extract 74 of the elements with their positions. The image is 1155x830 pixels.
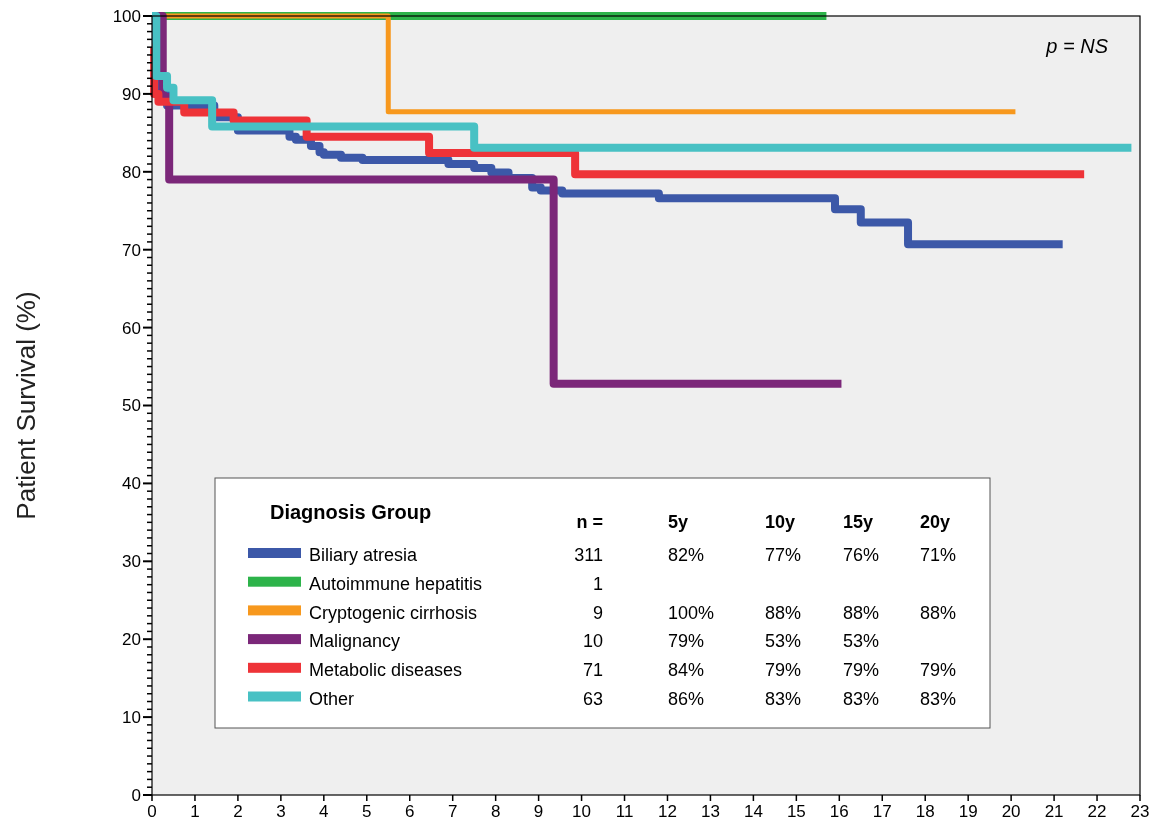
annotation: 83%: [765, 688, 802, 709]
x-tick-label: 23: [1130, 802, 1150, 821]
legend-title: Diagnosis Group: [270, 501, 432, 523]
x-tick-label: 2: [233, 802, 243, 821]
annotation: 71%: [920, 545, 957, 566]
annotation: 53%: [765, 631, 802, 652]
annotation: 79%: [920, 660, 957, 681]
annotation: 311: [574, 545, 603, 566]
annotation: 82%: [668, 545, 705, 566]
annotation: p = NS: [1045, 35, 1109, 57]
x-tick-label: 21: [1044, 802, 1064, 821]
annotation: 88%: [843, 602, 880, 623]
annotation: 88%: [765, 602, 802, 623]
x-tick-label: 12: [658, 802, 677, 821]
x-tick-label: 13: [700, 802, 720, 821]
x-tick-label: 14: [743, 802, 763, 821]
annotation: 79%: [668, 631, 705, 652]
annotation: n =: [576, 512, 603, 532]
y-tick-label: 60: [122, 318, 141, 338]
y-tick-label: 50: [122, 396, 141, 416]
annotation: 100%: [668, 602, 715, 623]
x-tick-label: 15: [786, 802, 806, 821]
y-tick-label: 70: [122, 240, 141, 260]
annotation: 76%: [843, 545, 880, 566]
legend-label: Other: [309, 688, 355, 709]
annotation: 79%: [765, 660, 802, 681]
annotation: 88%: [920, 602, 957, 623]
y-tick-label: 90: [122, 84, 141, 104]
annotation: 63: [582, 688, 603, 709]
x-tick-label: 19: [958, 802, 978, 821]
annotation: 79%: [843, 660, 880, 681]
y-tick-label: 40: [122, 474, 141, 494]
annotation: 5y: [668, 512, 689, 532]
annotation: 77%: [765, 545, 802, 566]
x-tick-label: 20: [1001, 802, 1021, 821]
x-tick-label: 18: [915, 802, 935, 821]
y-tick-label: 20: [122, 630, 141, 650]
annotation: 20y: [920, 512, 951, 532]
x-tick-label: 17: [872, 802, 892, 821]
x-tick-label: 0: [147, 802, 157, 821]
annotation: 53%: [843, 631, 880, 652]
x-tick-label: 4: [319, 802, 329, 821]
x-tick-label: 22: [1087, 802, 1107, 821]
annotation: 83%: [920, 688, 957, 709]
y-tick-label: 100: [112, 6, 141, 26]
annotation: 10y: [765, 512, 796, 532]
legend-label: Autoimmune hepatitis: [309, 574, 483, 594]
y-tick-label: 80: [122, 162, 141, 182]
annotation: 83%: [843, 688, 880, 709]
y-tick-label: 30: [122, 552, 141, 572]
legend-label: Malignancy: [309, 631, 401, 652]
x-tick-label: 10: [572, 802, 592, 821]
x-tick-label: 1: [190, 802, 200, 821]
annotation: 84%: [668, 660, 705, 681]
x-tick-label: 16: [829, 802, 849, 821]
annotation: 15y: [843, 512, 874, 532]
x-tick-label: 8: [490, 802, 501, 821]
x-tick-label: 6: [405, 802, 415, 821]
legend-label: Cryptogenic cirrhosis: [309, 602, 478, 623]
x-tick-label: 5: [362, 802, 372, 821]
annotation: 71: [582, 660, 603, 681]
x-tick-label: 11: [615, 802, 634, 821]
y-axis-title: Patient Survival (%): [11, 291, 41, 520]
annotation: 10: [582, 631, 603, 652]
x-tick-label: 7: [447, 802, 458, 821]
annotation: 1: [592, 574, 603, 594]
y-tick-label: 10: [122, 708, 141, 728]
x-tick-label: 3: [276, 802, 286, 821]
legend-label: Metabolic diseases: [309, 660, 463, 681]
x-tick-label: 9: [533, 802, 544, 821]
legend-label: Biliary atresia: [309, 545, 419, 566]
y-tick-label: 0: [131, 785, 141, 805]
annotation: 86%: [668, 688, 705, 709]
annotation: 9: [592, 602, 603, 623]
